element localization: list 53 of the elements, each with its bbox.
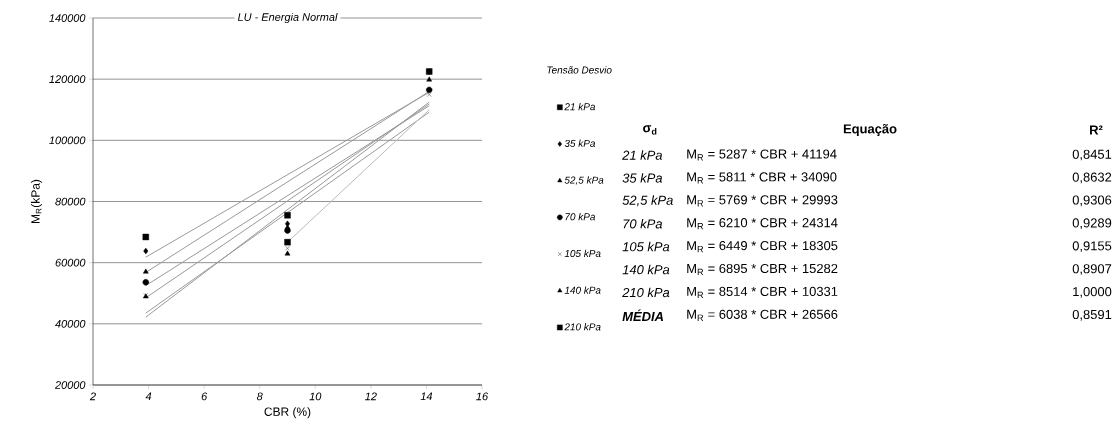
y-tick-label: 80000 [55, 197, 86, 206]
legend-label: 52,5 kPa [564, 176, 604, 185]
legend-label: 21 kPa [564, 102, 596, 111]
text: M$_{R}$ = 5811 * CBR + 34090 [687, 172, 837, 184]
x-tick-label: 6 [201, 392, 208, 401]
text: 52,5 kPa [622, 195, 673, 207]
x-tick-label: 4 [145, 392, 152, 401]
y-tick-label: 120000 [49, 75, 86, 84]
text: M$_{R}$ = 6449 * CBR + 18305 [687, 241, 838, 253]
y-tick-label: 40000 [55, 319, 86, 328]
text: 0,8907 [1072, 264, 1112, 275]
legend-label: 35 kPa [564, 139, 596, 147]
legend-label: 210 kPa [564, 323, 601, 331]
x-tick-label: 2 [89, 392, 96, 401]
text: M$_{R}$ = 5769 * CBR + 29993 [687, 195, 838, 207]
x-axis-title: CBR (%) [264, 407, 311, 419]
y-tick-label: 60000 [55, 258, 86, 267]
text: 210 kPa [622, 287, 670, 298]
text: M$_{R}$ = 8514 * CBR + 10331 [687, 286, 838, 298]
text: σ$_{d}$ [643, 125, 657, 135]
x-tick-label: 10 [309, 392, 322, 401]
y-tick-label: 140000 [49, 14, 86, 22]
text: 0,8591 [1072, 309, 1112, 321]
x-tick-label: 16 [476, 392, 489, 401]
text: 0,8451 [1072, 149, 1112, 161]
text: M$_{R}$ = 5287 * CBR + 41194 [687, 149, 837, 161]
legend-label: 140 kPa [564, 286, 601, 294]
text: MÉDIA [622, 309, 664, 322]
text: M$_{R}$ = 6038 * CBR + 26566 [687, 309, 838, 321]
text: 0,9289 [1072, 218, 1112, 230]
text: Equação [843, 123, 897, 137]
text: 1,0000 [1073, 287, 1112, 298]
text: 21 kPa [622, 150, 663, 160]
text: 0,9306 [1072, 195, 1112, 207]
text: M$_{R}$ = 6210 * CBR + 24314 [687, 218, 838, 230]
text: 105 kPa [622, 241, 670, 252]
text: 0,8632 [1072, 172, 1112, 184]
y-tick-label: 100000 [49, 136, 86, 145]
x-tick-label: 8 [256, 392, 263, 401]
y-tick-label: 20000 [54, 381, 86, 389]
text: M$_{R}$ = 6895 * CBR + 15282 [687, 263, 838, 276]
x-tick-label: 12 [365, 392, 377, 401]
text: R² [1090, 125, 1103, 135]
text: 0,9155 [1072, 241, 1112, 252]
y-axis-title: M$_{R}$(kPa) [30, 179, 43, 223]
chart-title: LU - Energia Normal [237, 12, 338, 24]
x-tick-label: 14 [420, 392, 433, 401]
legend-title: Tensão Desvio [547, 66, 612, 74]
text: 35 kPa [622, 173, 663, 183]
text: 70 kPa [623, 218, 663, 229]
text: 140 kPa [622, 264, 670, 275]
legend-label: 105 kPa [564, 249, 601, 258]
legend-label: 70 kPa [565, 213, 596, 221]
